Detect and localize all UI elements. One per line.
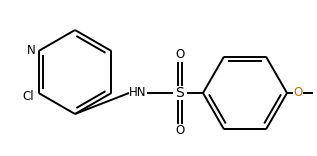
- Text: S: S: [176, 86, 184, 100]
- Text: HN: HN: [129, 86, 147, 100]
- Text: O: O: [175, 49, 184, 61]
- Text: Cl: Cl: [23, 90, 35, 103]
- Text: O: O: [175, 124, 184, 137]
- Text: O: O: [293, 86, 303, 100]
- Text: N: N: [27, 44, 36, 58]
